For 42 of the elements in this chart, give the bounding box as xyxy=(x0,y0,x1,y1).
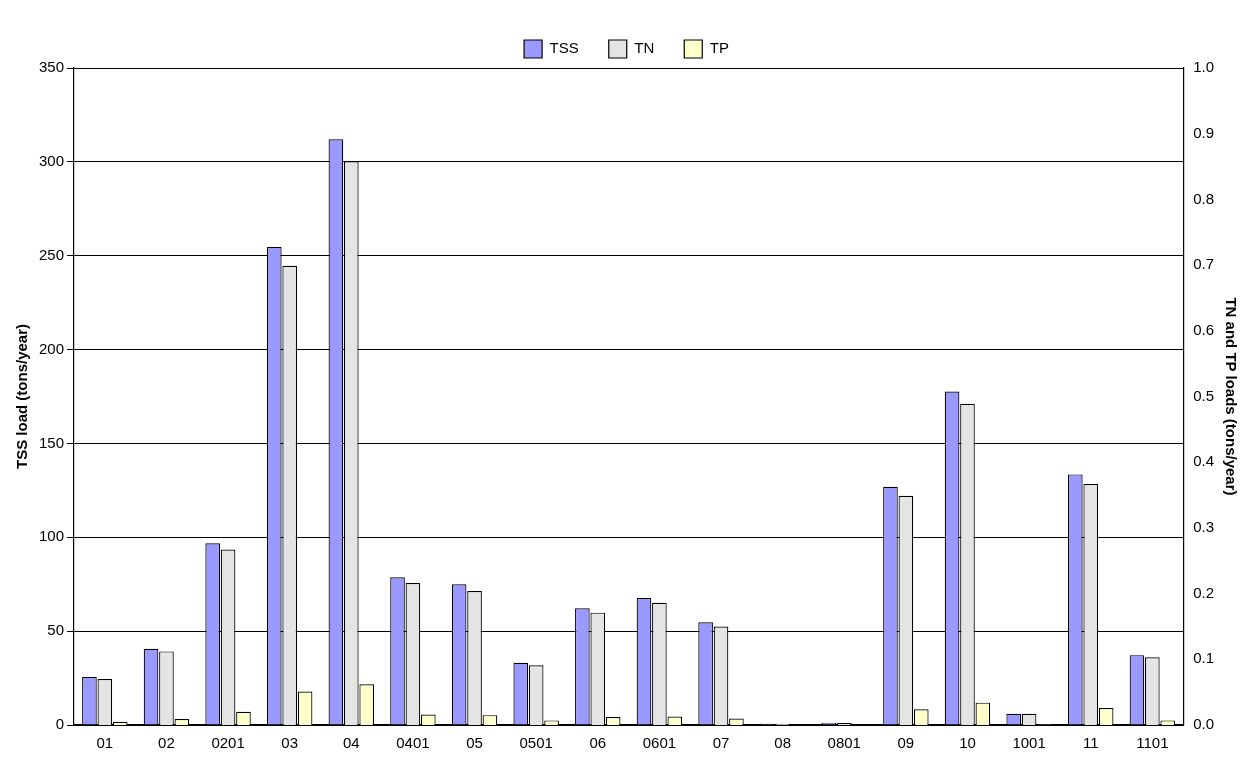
legend-label: TSS xyxy=(549,39,579,57)
x-tick-label: 04 xyxy=(342,734,360,752)
y-tick-label: 250 xyxy=(39,245,65,263)
x-tick-label: 0201 xyxy=(211,734,245,752)
x-tick-label: 02 xyxy=(158,734,175,752)
x-tick-label: 09 xyxy=(897,734,915,752)
x-tick-label: 10 xyxy=(959,734,976,752)
x-tick-label: 0801 xyxy=(827,734,861,752)
y2-tick-label: 0.1 xyxy=(1193,649,1215,667)
y2-tick-label: 0.6 xyxy=(1193,320,1215,338)
y2-tick-label: 0.0 xyxy=(1193,715,1215,733)
y-tick-label: 300 xyxy=(39,152,65,169)
x-tick-label: 01 xyxy=(96,734,114,752)
y2-tick-label: 0.3 xyxy=(1193,518,1215,536)
y-tick-label: 100 xyxy=(39,527,65,545)
y2-tick-label: 0.8 xyxy=(1193,189,1215,207)
y-tick-label: 50 xyxy=(47,621,65,639)
y-tick-label: 150 xyxy=(39,433,65,451)
x-tick-label: 05 xyxy=(466,734,483,752)
y-axis-title: TSS load (tons/year) xyxy=(13,323,31,470)
x-tick-label: 0601 xyxy=(642,734,677,752)
x-tick-label: 08 xyxy=(774,734,791,752)
x-tick-label: 1001 xyxy=(1012,734,1046,752)
y-tick-label: 200 xyxy=(39,339,65,357)
x-tick-label: 0501 xyxy=(519,734,553,752)
x-tick-label: 1101 xyxy=(1136,734,1169,752)
legend-label: TN xyxy=(634,39,655,57)
y2-tick-label: 0.2 xyxy=(1193,583,1215,601)
x-tick-label: 06 xyxy=(589,734,607,752)
legend-label: TP xyxy=(709,39,729,57)
y2-axis-title: TN and TP loads (tons/year) xyxy=(1222,297,1240,496)
x-tick-label: 0401 xyxy=(396,734,430,752)
y2-tick-label: 0.4 xyxy=(1193,452,1215,470)
y2-tick-label: 0.7 xyxy=(1193,255,1215,273)
x-tick-label: 07 xyxy=(712,734,730,752)
y2-tick-label: 0.9 xyxy=(1193,123,1215,141)
y2-tick-label: 1.0 xyxy=(1193,58,1215,76)
y2-tick-label: 0.5 xyxy=(1193,386,1215,404)
y-tick-label: 350 xyxy=(39,58,65,76)
y-tick-label: 0 xyxy=(55,715,65,733)
x-tick-label: 03 xyxy=(281,734,299,752)
x-tick-label: 11 xyxy=(1082,734,1099,752)
